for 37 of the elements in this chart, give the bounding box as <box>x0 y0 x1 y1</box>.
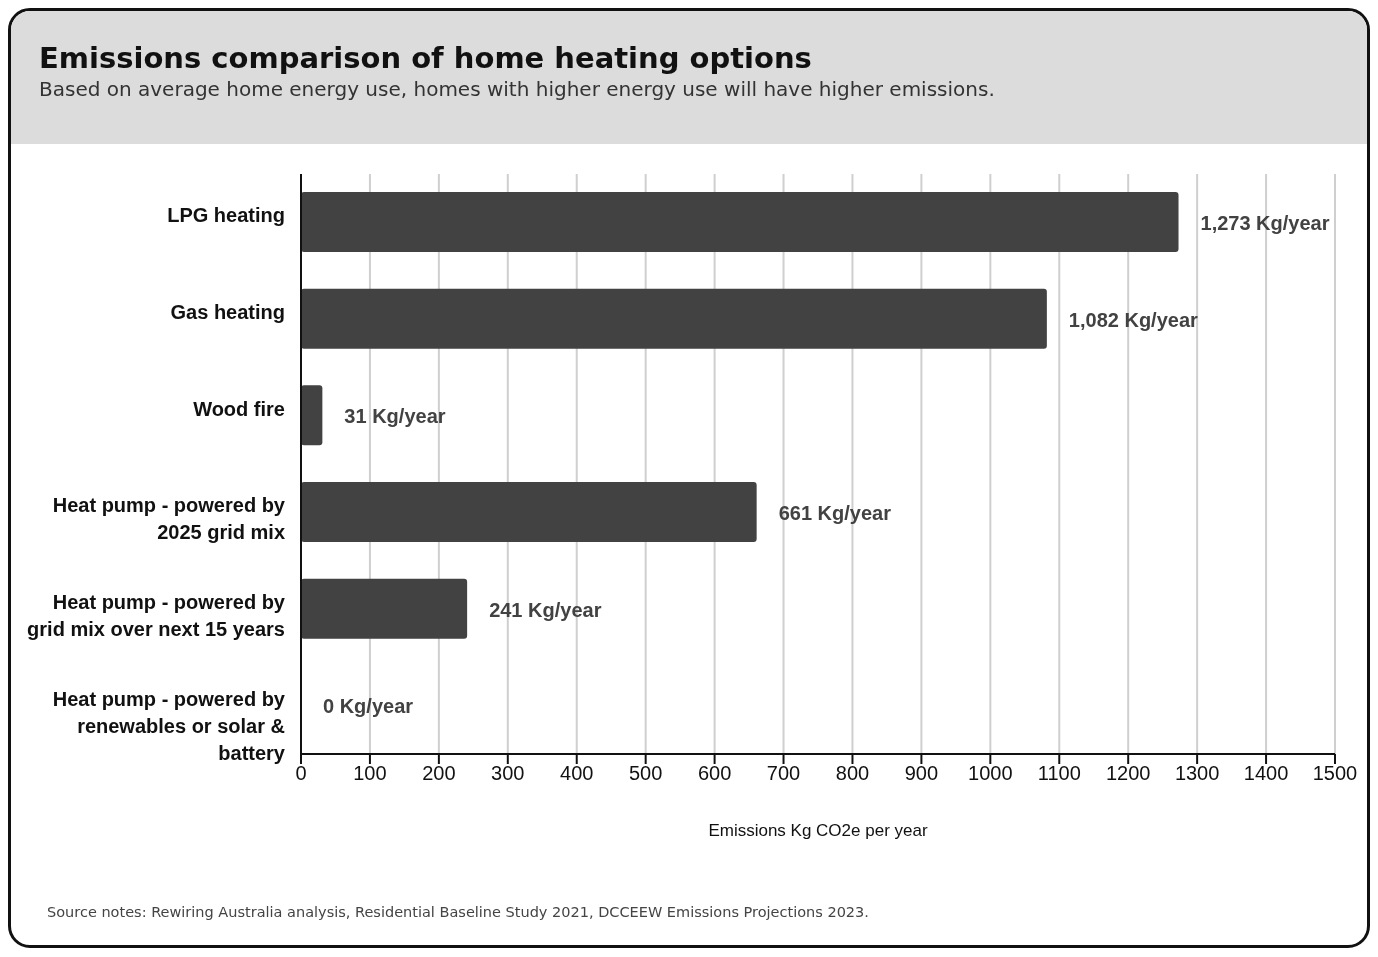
chart-title: Emissions comparison of home heating options <box>39 41 813 75</box>
y-tick-label: Heat pump - powered by renewables or solar & battery <box>52 687 286 764</box>
data-label: 1,082 Kg/year <box>1068 308 1199 331</box>
x-tick-label: 800 <box>835 762 870 785</box>
x-axis-title: Emissions Kg CO2e per year <box>708 821 928 841</box>
x-tick-label: 900 <box>904 762 939 785</box>
x-tick-label: 500 <box>628 762 663 785</box>
bar <box>301 482 757 542</box>
x-tick-label: 1000 <box>968 762 1013 785</box>
bar <box>301 288 1047 349</box>
y-tick-label: Heat pump - powered by 2025 grid mix <box>52 494 286 544</box>
x-tick-label: 1400 <box>1243 762 1289 785</box>
y-tick-label: Gas heating <box>170 301 285 323</box>
x-tick-label: 0 <box>295 762 307 785</box>
bar <box>301 192 1179 252</box>
x-tick-label: 300 <box>491 762 525 785</box>
data-label: 0 Kg/year <box>323 695 414 718</box>
x-tick-label: 1300 <box>1174 762 1220 785</box>
y-tick-label: Heat pump - powered by grid mix over next 15 years <box>27 591 286 640</box>
data-label: 1,273 Kg/year <box>1200 212 1330 234</box>
y-tick-label: LPG heating <box>167 204 285 227</box>
x-tick-label: 1500 <box>1312 762 1358 785</box>
x-tick-label: 1200 <box>1105 762 1151 785</box>
bar <box>301 385 323 446</box>
data-label: 241 Kg/year <box>489 598 602 621</box>
bar <box>301 578 468 639</box>
data-label: 31 Kg/year <box>344 405 446 428</box>
x-tick-label: 200 <box>422 762 456 785</box>
x-tick-label: 400 <box>560 762 594 785</box>
x-tick-label: 600 <box>697 762 732 785</box>
x-tick-label: 1100 <box>1037 762 1081 785</box>
data-label: 661 Kg/year <box>778 502 892 524</box>
chart-subtitle: Based on average home energy use, homes with higher energy use will have higher emissions. <box>39 77 996 101</box>
x-tick-label: 700 <box>766 762 801 785</box>
y-tick-label: Wood fire <box>193 397 285 420</box>
source-note: Source notes: Rewiring Australia analysis, Residential Baseline Study 2021, DCCEEW Emissions Projections 2023. <box>47 904 869 920</box>
x-tick-label: 100 <box>353 762 387 785</box>
